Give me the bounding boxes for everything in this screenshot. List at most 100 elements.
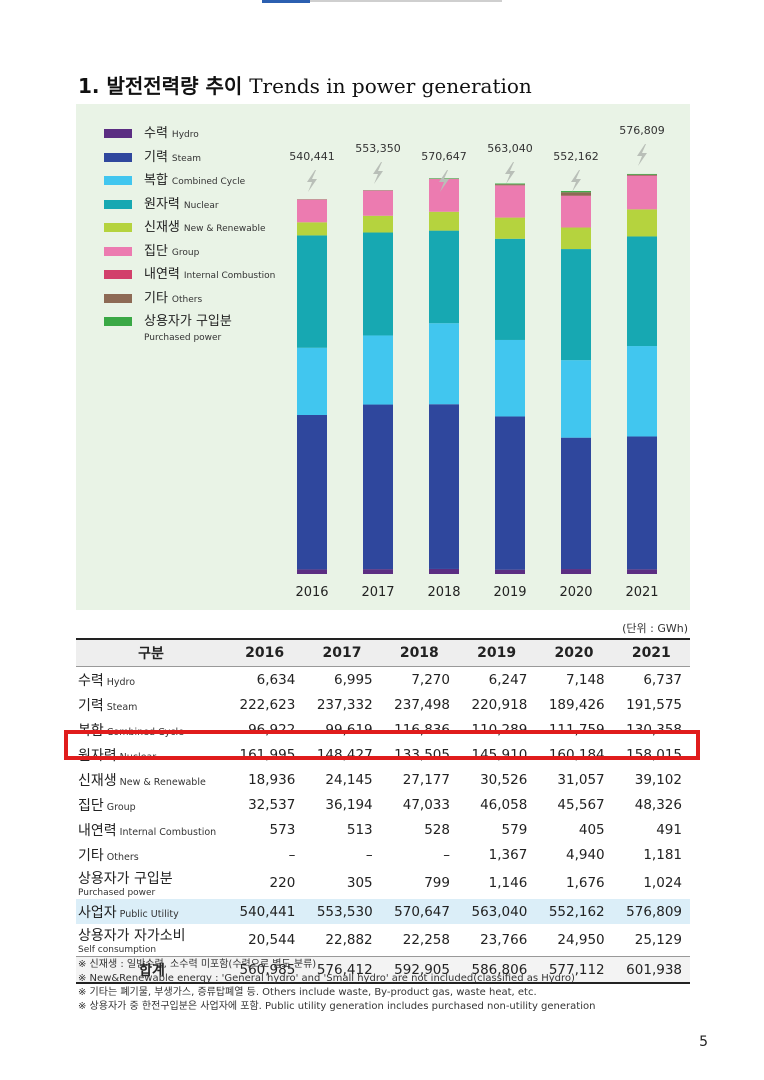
row-label: 집단 Group [76,792,226,817]
bar-segment-2021-new-renewable [627,209,657,237]
cell-2019: 579 [501,821,528,838]
row-label-ko: 합계 [139,962,165,979]
bar-segment-2017-group [363,190,393,216]
legend-swatch [104,293,132,303]
cell-2018: 22,258 [402,932,450,948]
legend-label-ko: 기력 Steam [144,149,201,165]
legend-label-ko: 집단 Group [144,243,200,259]
table-row: 기력 Steam 222,623 237,332 237,498 220,918 189,4… [76,692,690,717]
cell-2021: 576,809 [612,899,690,924]
lightning-icon [637,144,647,166]
cell-2017: 237,332 [316,696,373,713]
unit-label: (단위 : GWh) [622,622,688,635]
bar-segment-2020-steam [561,437,591,570]
row-label: 기력 Steam [76,692,226,717]
total-label-2021: 576,809 [619,124,665,137]
legend-swatch [104,317,132,326]
bar-segment-2019-group [495,185,525,218]
legend-label-ko: 복합 Combined Cycle [144,173,246,188]
header-category: 구분 [76,638,226,667]
cell-2021: 1,181 [643,846,682,863]
row-label: 신재생 New & Renewable [76,767,226,792]
cell-2019: 23,766 [480,932,528,948]
row-label-ko: 사업자 [78,904,117,921]
table-header-row: 구분 2016 2017 2018 2019 2020 2021 [76,638,690,667]
legend-label-ko: 원자력 Nuclear [144,196,219,212]
bar-segment-2017-steam [363,404,393,570]
cell-2020: 31,057 [557,771,605,788]
lightning-icon [505,162,515,184]
row-label-ko: 기타 [78,847,104,864]
legend-label-ko: 상용자가 구입분 [144,314,232,329]
header-year-2016: 2016 [226,638,304,667]
table-row: 신재생 New & Renewable 18,936 24,145 27,177 30,5… [76,767,690,792]
header-year-2021: 2021 [612,638,690,667]
header-year-2017: 2017 [303,638,381,667]
total-label-2019: 563,040 [487,142,533,155]
legend-label-ko: 기타 Others [144,290,203,306]
cell-2020: 552,162 [535,899,613,924]
bar-segment-2018-nuclear [429,230,459,324]
page-number: 5 [699,1034,708,1050]
bar-segment-2021-combined-cycle [627,346,657,437]
bar-segment-2016-combined-cycle [297,347,327,415]
row-label: 기타 Others [76,842,226,867]
row-label: 수력 Hydro [76,667,226,693]
bar-segment-2021-purchased-power [627,173,657,175]
legend-swatch [104,223,132,232]
cell-2019: 46,058 [480,796,528,813]
header-year-2020: 2020 [535,638,613,667]
cell-2019: 1,367 [488,846,528,863]
row-label-en: Internal Combustion [119,826,217,838]
row-label-ko: 상용자가 자가소비 [78,928,186,944]
bar-segment-2018-combined-cycle [429,323,459,405]
legend-label-ko: 수력 Hydro [144,126,199,141]
bar-segment-2020-group [561,195,591,228]
cell-2020: 4,940 [565,846,605,863]
title-english: Trends in power generation [249,74,532,98]
cell-2019: 30,526 [480,771,528,788]
bar-segment-2019-new-renewable [495,217,525,239]
bar-segment-2017-combined-cycle [363,335,393,405]
bar-segment-2018-hydro [429,568,459,574]
cell-2018: 27,177 [402,771,450,788]
cell-2016: 540,441 [226,899,304,924]
bar-segment-2021-others [627,174,657,176]
row-label-ko: 내연력 [78,822,117,839]
legend-swatch [104,152,132,162]
chart-panel: 2016 540,441 2017 553,350 2018 570,647 2019 563… [76,104,690,610]
cell-2017: – [365,846,373,863]
total-label-2017: 553,350 [355,142,401,155]
cell-2019: 1,146 [488,875,528,891]
top-divider [310,0,502,2]
stacked-bar-chart: 2016 540,441 2017 553,350 2018 570,647 2019 563… [289,124,665,600]
x-tick-2017: 2017 [361,585,394,600]
bar-segment-2019-combined-cycle [495,339,525,417]
cell-2020: 45,567 [557,796,605,813]
total-label-2016: 540,441 [289,150,335,163]
cell-2021: 6,737 [643,671,682,688]
table-row: 수력 Hydro 6,634 6,995 7,270 6,247 7,148 6,737 [76,667,690,693]
legend-swatch [104,246,132,256]
cell-2018: 592,905 [380,956,458,984]
row-label: 상용자가 구입분 Purchased power [76,867,226,899]
row-label-en: Others [106,851,139,863]
row-label-en: Hydro [106,676,136,688]
bar-segment-2016-hydro [297,569,327,574]
cell-2021: 1,024 [643,875,682,891]
table-row: 내연력 Internal Combustion 573 513 528 579 405 491 [76,817,690,842]
cell-2017: 22,882 [325,932,373,948]
cell-2021: 191,575 [626,696,682,713]
row-label-en: Purchased power [78,888,156,898]
row-label-en: Group [106,801,136,813]
row-label-ko: 상용자가 구입분 [78,871,173,887]
cell-2021: 491 [656,821,682,838]
legend-label-en: New & Renewable [183,224,266,234]
legend-swatch [104,129,132,138]
bar-segment-2017-nuclear [363,232,393,336]
legend-swatch [104,176,132,185]
cell-2021: 39,102 [634,771,682,788]
row-label-en: Steam [106,701,138,713]
nuclear-row-highlight [64,730,700,760]
bar-segment-2020-hydro [561,569,591,574]
